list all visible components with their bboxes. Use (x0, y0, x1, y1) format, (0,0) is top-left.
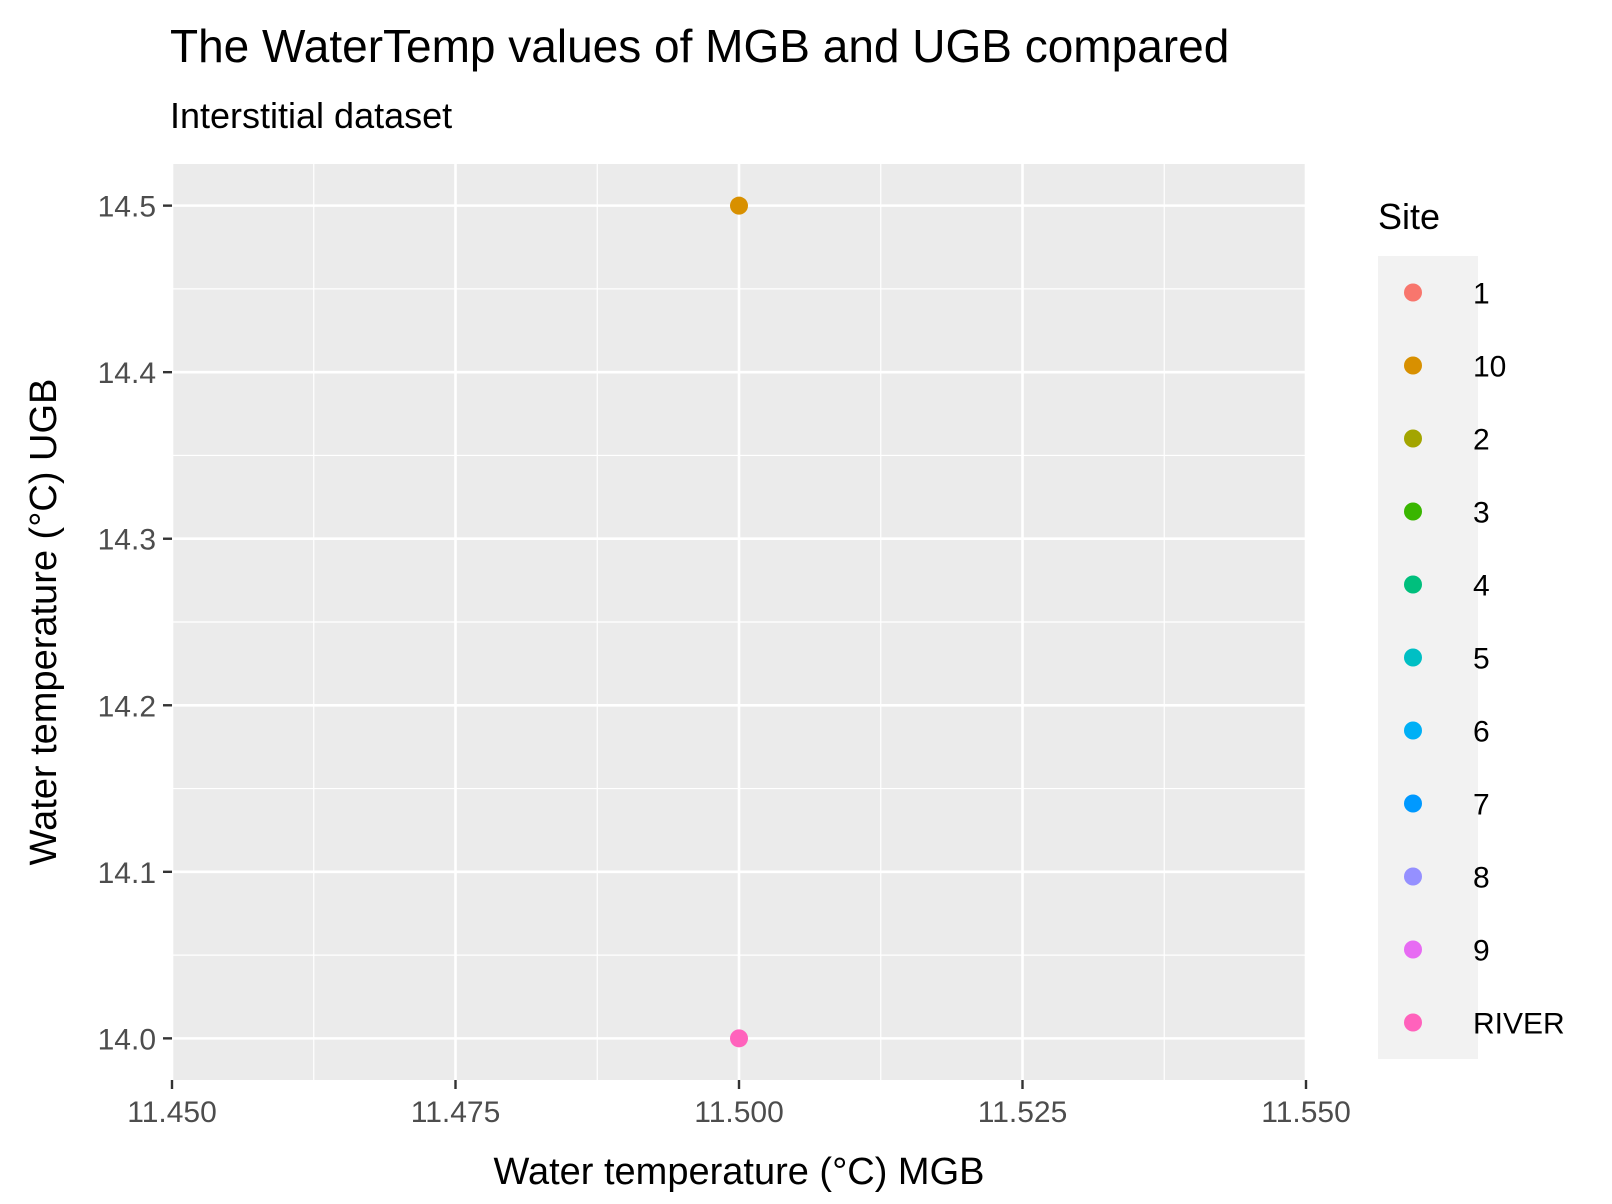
legend-key-river (1404, 1013, 1422, 1032)
y-tick-label: 14.4 (98, 357, 156, 390)
legend-key-4 (1404, 575, 1422, 594)
legend-label: 3 (1473, 497, 1490, 530)
legend-label: 10 (1473, 351, 1506, 384)
y-axis-label: Water temperature (°C) UGB (23, 379, 65, 866)
legend-key-6 (1404, 721, 1422, 740)
legend-key-background (1378, 256, 1478, 1059)
legend-key-5 (1404, 648, 1422, 667)
legend-label: 9 (1473, 935, 1490, 968)
legend-key-8 (1404, 867, 1422, 886)
legend: Site 1 10 2 3 4 5 6 7 8 9 RIVER (1378, 196, 1565, 1059)
legend-key-3 (1404, 502, 1422, 521)
legend-key-10 (1404, 356, 1422, 375)
legend-label: RIVER (1473, 1008, 1565, 1041)
legend-label: 2 (1473, 424, 1490, 457)
x-tick-label: 11.500 (694, 1096, 784, 1129)
y-tick-label: 14.1 (98, 857, 156, 890)
chart-subtitle: Interstitial dataset (170, 95, 452, 136)
legend-key-2 (1404, 429, 1422, 448)
y-tick-label: 14.0 (98, 1023, 156, 1056)
legend-label: 1 (1473, 278, 1490, 311)
x-tick-label: 11.475 (411, 1096, 501, 1129)
chart-title: The WaterTemp values of MGB and UGB comp… (170, 20, 1229, 72)
data-points (730, 196, 748, 1048)
axes: 11.450 11.475 11.500 11.525 11.550 14.0 14.1 14… (98, 191, 1351, 1129)
legend-key-9 (1404, 940, 1422, 959)
x-axis-label: Water temperature (°C) MGB (494, 1151, 985, 1193)
legend-label: 4 (1473, 570, 1490, 603)
legend-label: 8 (1473, 862, 1490, 895)
legend-key-7 (1404, 794, 1422, 813)
legend-label: 5 (1473, 643, 1490, 676)
legend-key-1 (1404, 283, 1422, 302)
y-tick-label: 14.5 (98, 191, 156, 224)
y-tick-label: 14.2 (98, 690, 156, 723)
x-tick-label: 11.525 (978, 1096, 1068, 1129)
legend-label: 7 (1473, 789, 1490, 822)
legend-label: 6 (1473, 716, 1490, 749)
y-tick-label: 14.3 (98, 524, 156, 557)
x-tick-label: 11.550 (1261, 1096, 1351, 1129)
data-point-river (730, 1029, 748, 1048)
data-point-10 (730, 196, 748, 215)
legend-title: Site (1378, 196, 1440, 237)
x-tick-label: 11.450 (127, 1096, 217, 1129)
